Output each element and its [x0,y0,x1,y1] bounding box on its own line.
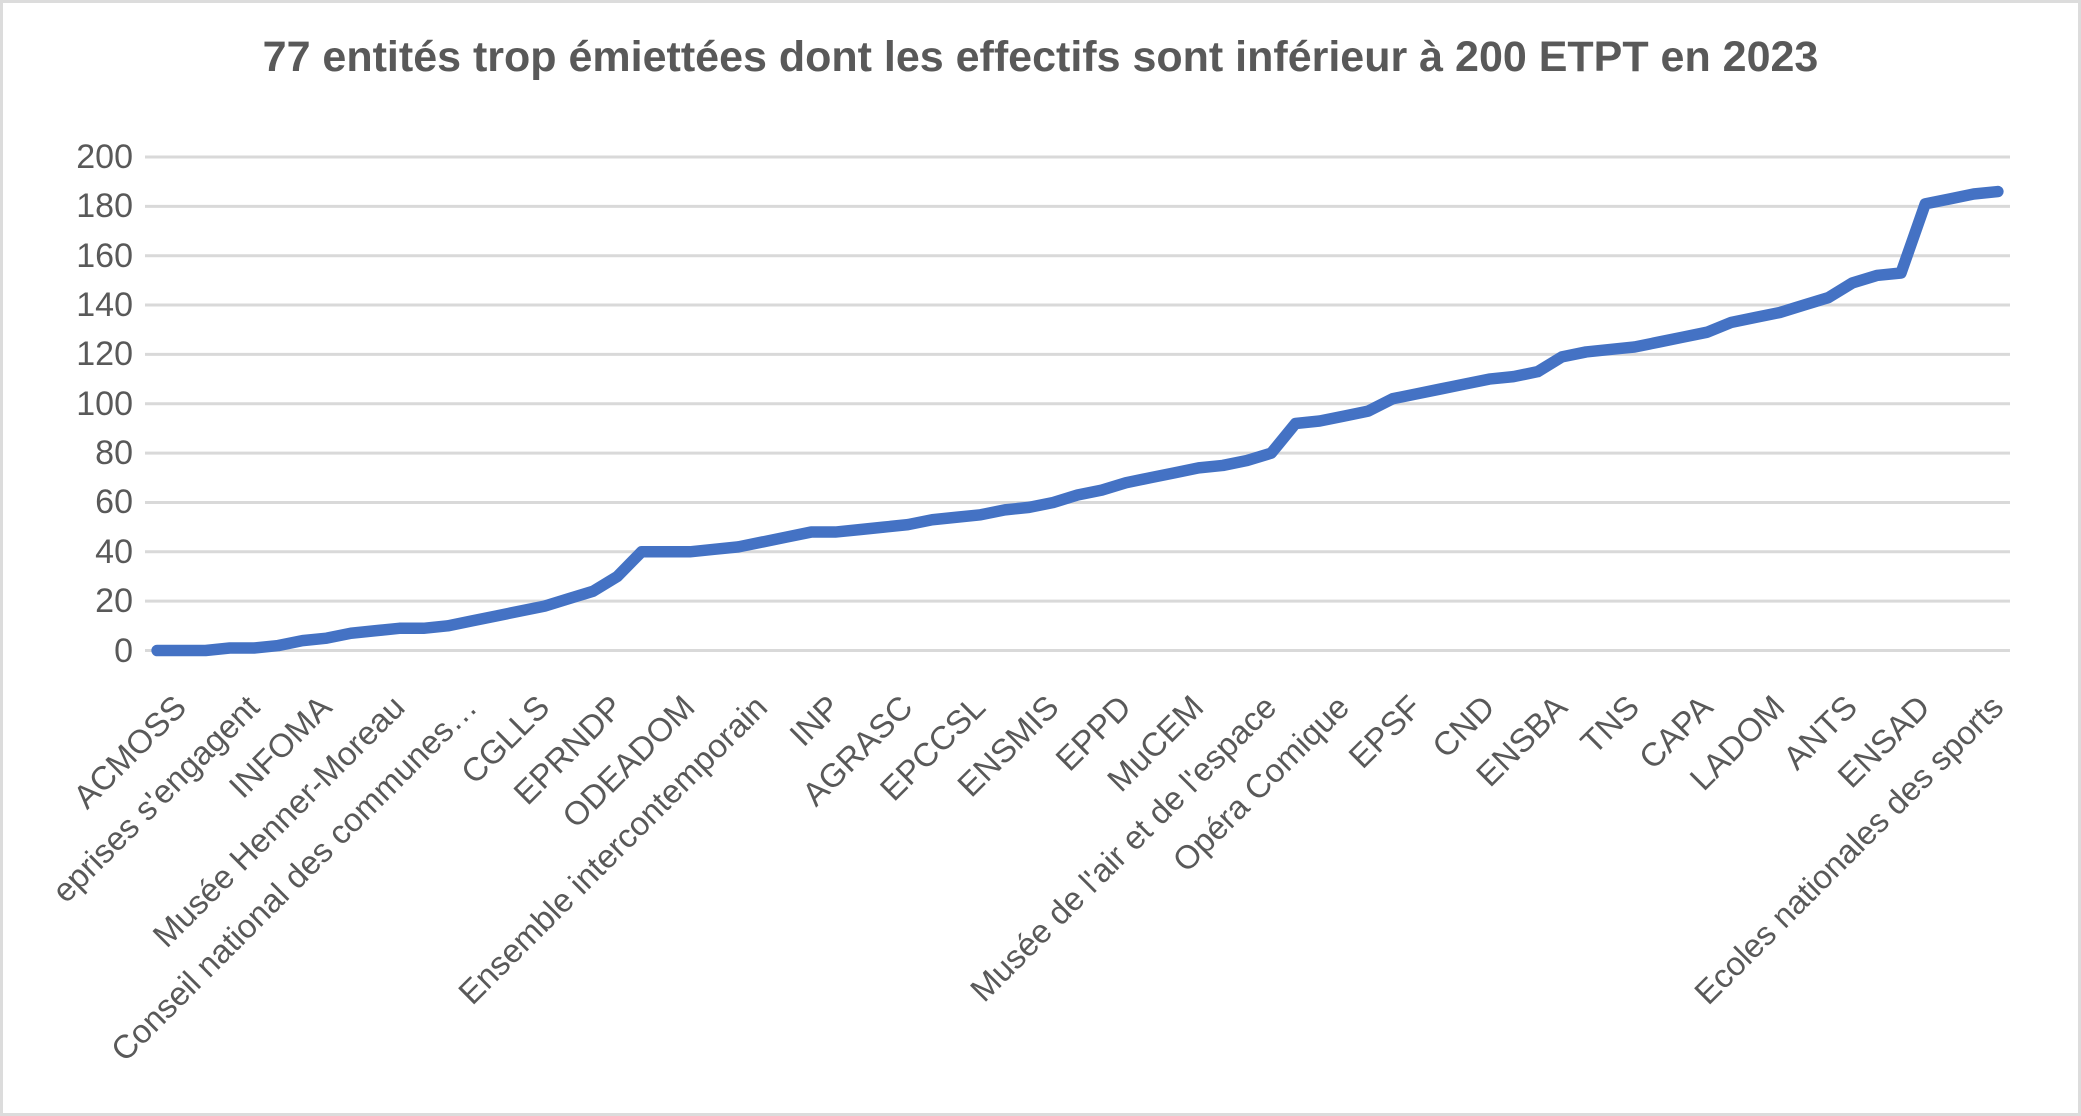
y-axis-tick-label: 0 [114,631,133,670]
plot-area [145,155,2010,657]
y-axis-tick-label: 160 [76,236,133,275]
y-axis-tick-label: 100 [76,384,133,423]
y-axis-tick-label: 40 [95,532,133,571]
y-axis-tick-label: 120 [76,335,133,374]
y-axis-tick-label: 60 [95,483,133,522]
data-series-line [151,185,2004,657]
y-axis-tick-label: 140 [76,286,133,325]
chart-title: 77 entités trop émiettées dont les effec… [262,33,1819,81]
y-axis-tick-label: 20 [95,582,133,621]
y-axis-tick-label: 80 [95,434,133,473]
gridlines [145,155,2010,652]
y-axis-tick-label: 200 [76,138,133,176]
y-axis-tick-label: 180 [76,187,133,226]
